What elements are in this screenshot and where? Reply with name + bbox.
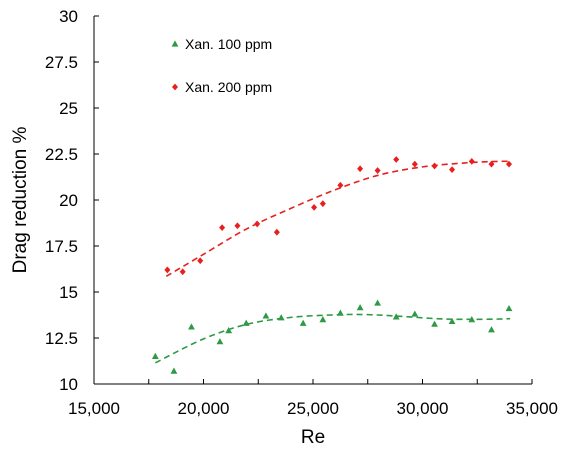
- data-point-series-1: [411, 310, 419, 317]
- data-point-series-1: [225, 327, 233, 334]
- data-point-series-1: [299, 319, 307, 326]
- data-point-series-2: [488, 160, 495, 168]
- data-point-series-2: [254, 220, 261, 228]
- data-point-series-1: [151, 352, 159, 359]
- y-axis-ticks: 10 12.5 15 17.5 20 22.5 25 27.5 30: [45, 7, 99, 394]
- data-point-series-1: [216, 338, 224, 345]
- x-tick-label: 20,000: [178, 399, 230, 418]
- y-tick-label: 12.5: [45, 329, 78, 348]
- data-point-series-2: [337, 181, 344, 189]
- data-point-series-2: [431, 162, 438, 170]
- trend-line-1: [154, 313, 511, 364]
- data-point-series-1: [488, 326, 495, 333]
- x-axis-ticks: 15,000 20,000 25,000 30,000 35,000: [68, 379, 558, 418]
- legend: Xan. 100 ppm Xan. 200 ppm: [171, 36, 272, 95]
- data-point-series-2: [197, 257, 204, 265]
- legend-label-2: Xan. 200 ppm: [185, 79, 272, 95]
- legend-marker-1: [171, 40, 179, 47]
- legend-label-1: Xan. 100 ppm: [185, 36, 272, 52]
- trend-line-2: [165, 160, 511, 278]
- x-axis-title: Re: [301, 427, 325, 448]
- data-points: [151, 156, 513, 374]
- data-point-series-1: [392, 313, 400, 320]
- y-tick-label: 27.5: [45, 53, 78, 72]
- data-point-series-1: [448, 317, 456, 325]
- x-tick-label: 25,000: [287, 399, 339, 418]
- data-point-series-2: [411, 160, 418, 168]
- data-point-series-2: [273, 228, 280, 236]
- data-point-series-1: [431, 320, 438, 327]
- y-tick-label: 20: [59, 191, 78, 210]
- data-point-series-2: [164, 266, 171, 274]
- data-point-series-1: [319, 316, 327, 323]
- data-point-series-1: [468, 316, 476, 323]
- x-tick-label: 35,000: [506, 399, 558, 418]
- data-point-series-2: [506, 160, 513, 168]
- data-point-series-1: [170, 367, 178, 374]
- y-axis-title: Drag reduction %: [10, 126, 31, 273]
- y-tick-label: 10: [59, 375, 78, 394]
- y-tick-label: 25: [59, 99, 78, 118]
- data-point-series-1: [505, 304, 513, 312]
- data-point-series-2: [374, 167, 381, 174]
- data-point-series-2: [311, 203, 318, 211]
- data-point-series-2: [179, 268, 186, 276]
- data-point-series-2: [319, 200, 326, 208]
- data-point-series-1: [277, 314, 285, 321]
- plot-frame: [93, 16, 532, 385]
- y-tick-label: 17.5: [45, 237, 78, 256]
- x-tick-label: 15,000: [68, 399, 120, 418]
- y-tick-label: 15: [59, 283, 78, 302]
- data-point-series-1: [188, 323, 195, 330]
- data-point-series-2: [393, 156, 400, 163]
- data-point-series-2: [234, 222, 241, 230]
- data-point-series-2: [449, 166, 456, 174]
- data-point-series-1: [262, 312, 270, 319]
- x-tick-label: 30,000: [397, 399, 449, 418]
- y-tick-label: 30: [59, 7, 78, 26]
- data-point-series-1: [336, 309, 344, 316]
- data-point-series-1: [374, 299, 382, 306]
- y-tick-label: 22.5: [45, 145, 78, 164]
- data-point-series-1: [242, 319, 250, 326]
- trend-lines: [154, 160, 511, 364]
- data-point-series-2: [468, 157, 475, 165]
- data-point-series-2: [357, 165, 364, 173]
- data-point-series-2: [219, 224, 226, 231]
- legend-marker-2: [172, 83, 178, 91]
- data-point-series-1: [356, 304, 364, 311]
